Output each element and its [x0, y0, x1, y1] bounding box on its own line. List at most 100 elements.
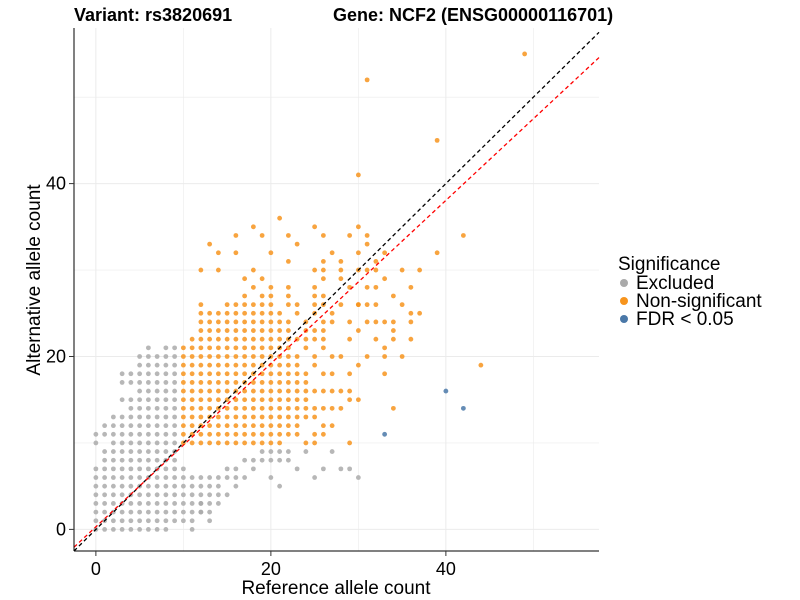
data-point — [443, 388, 449, 394]
data-point — [137, 380, 143, 385]
data-point — [163, 423, 169, 429]
data-point — [163, 414, 169, 420]
y-tick-label: 20 — [46, 346, 66, 366]
data-point — [329, 405, 335, 411]
data-point — [119, 440, 125, 446]
y-tick-label: 0 — [56, 519, 66, 539]
data-point — [180, 397, 186, 403]
data-point — [198, 354, 204, 359]
legend-title: Significance — [618, 254, 720, 275]
data-point — [277, 423, 283, 429]
data-point — [338, 388, 344, 394]
data-point — [259, 354, 265, 359]
data-point — [207, 405, 213, 411]
data-point — [198, 405, 204, 411]
data-point — [303, 345, 309, 351]
data-point — [434, 250, 440, 256]
data-point — [285, 380, 291, 385]
data-point — [364, 233, 370, 238]
data-point — [207, 319, 213, 325]
data-point — [320, 345, 326, 351]
data-point — [259, 336, 265, 342]
data-point — [145, 466, 151, 472]
data-point — [268, 457, 274, 463]
data-point — [198, 475, 204, 480]
data-point — [303, 414, 309, 420]
data-point — [224, 310, 230, 316]
data-point — [93, 440, 99, 446]
data-point — [180, 388, 186, 394]
data-point — [189, 388, 195, 394]
data-point — [172, 501, 178, 506]
data-point — [198, 431, 204, 437]
legend: Significance ExcludedNon-significantFDR … — [618, 254, 762, 330]
data-point — [364, 302, 370, 308]
data-point — [242, 345, 248, 351]
data-point — [338, 259, 344, 264]
data-point — [189, 362, 195, 368]
data-point — [145, 414, 151, 420]
data-point — [277, 397, 283, 403]
data-point — [250, 336, 256, 342]
data-point — [172, 483, 178, 489]
data-point — [137, 431, 143, 437]
data-point — [355, 328, 361, 333]
data-point — [119, 397, 125, 403]
data-point — [163, 526, 169, 532]
data-point — [320, 233, 326, 238]
data-point — [242, 354, 248, 359]
data-point — [180, 518, 186, 524]
data-point — [268, 431, 274, 437]
data-point — [163, 362, 169, 368]
data-point — [382, 354, 388, 359]
x-tick-label: 40 — [436, 559, 456, 579]
data-point — [154, 483, 160, 489]
data-point — [382, 276, 388, 282]
data-point — [207, 518, 213, 524]
data-point — [277, 405, 283, 411]
data-point — [180, 362, 186, 368]
data-point — [250, 354, 256, 359]
data-point — [137, 457, 143, 463]
data-point — [250, 466, 256, 472]
data-point — [259, 328, 265, 333]
data-point — [373, 267, 379, 273]
data-point — [145, 449, 151, 454]
data-point — [312, 328, 318, 333]
data-point — [320, 259, 326, 264]
data-point — [172, 397, 178, 403]
data-point — [224, 380, 230, 385]
data-point — [294, 302, 300, 308]
data-point — [347, 440, 353, 446]
data-point — [172, 509, 178, 515]
data-point — [215, 310, 221, 316]
data-point — [180, 354, 186, 359]
data-point — [294, 354, 300, 359]
data-point — [172, 405, 178, 411]
data-point — [207, 354, 213, 359]
data-point — [110, 431, 116, 437]
data-point — [145, 423, 151, 429]
data-point — [110, 440, 116, 446]
data-point — [172, 388, 178, 394]
data-point — [128, 526, 134, 532]
data-point — [180, 509, 186, 515]
data-point — [329, 449, 335, 454]
data-point — [93, 466, 99, 472]
data-point — [224, 440, 230, 446]
data-point — [268, 449, 274, 454]
data-point — [294, 423, 300, 429]
data-point — [180, 483, 186, 489]
data-point — [329, 388, 335, 394]
data-point — [189, 526, 195, 532]
data-point — [154, 354, 160, 359]
data-point — [93, 509, 99, 515]
data-point — [137, 526, 143, 532]
data-point — [172, 380, 178, 385]
data-point — [320, 267, 326, 273]
data-point — [154, 414, 160, 420]
legend-swatch — [620, 279, 628, 287]
data-point — [207, 431, 213, 437]
